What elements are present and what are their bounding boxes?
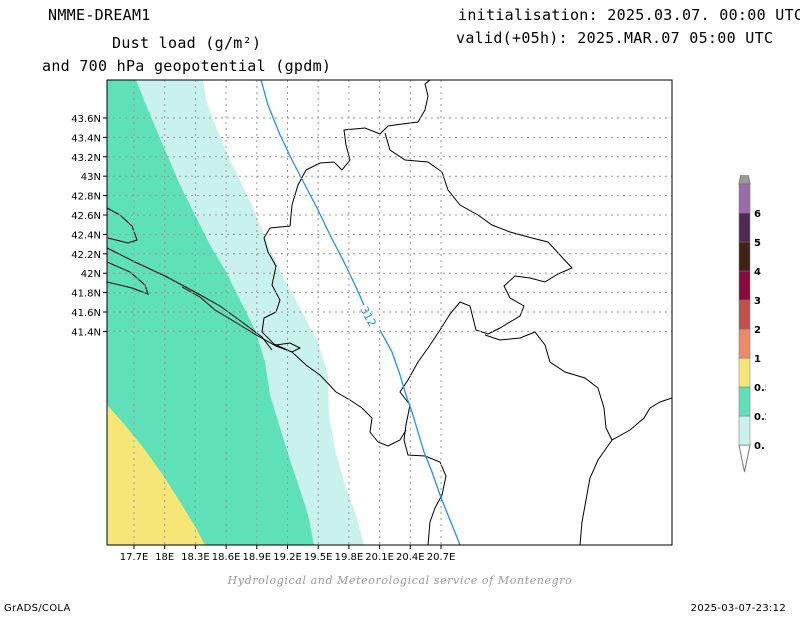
legend-label: 3 <box>754 296 761 307</box>
coastlines-borders <box>107 80 672 545</box>
grads-label: GrADS/COLA <box>4 603 71 614</box>
lat-label: 42.8N <box>71 192 101 203</box>
coastline <box>181 286 302 353</box>
generation-timestamp: 2025-03-07-23:12 <box>690 603 786 614</box>
dust-fields <box>107 80 364 545</box>
longitude-labels: 17.7E 18E 18.3E 18.6E 18.9E 19.2E 19.5E 19.8E 20… <box>120 545 456 563</box>
lon-label: 18.9E <box>243 552 272 563</box>
lon-label: 20.4E <box>396 552 425 563</box>
lat-label: 42N <box>81 269 101 280</box>
coastline <box>107 247 273 351</box>
lat-label: 42.4N <box>71 230 101 241</box>
legend-swatch <box>738 212 751 243</box>
lat-label: 43.2N <box>71 153 101 164</box>
border <box>384 132 573 406</box>
coastline <box>261 227 407 447</box>
border <box>269 80 431 229</box>
legend-triangle-bottom <box>738 444 751 473</box>
variable-title-line2: and 700 hPa geopotential (gpdm) <box>42 57 332 75</box>
lat-label: 41.4N <box>71 327 101 338</box>
lon-label: 20.1E <box>365 552 394 563</box>
legend-swatch <box>738 299 751 330</box>
legend-label: 6 <box>754 209 761 220</box>
lon-label: 17.7E <box>120 552 149 563</box>
graticule <box>107 80 672 545</box>
legend-label: 0.5 <box>754 383 766 394</box>
lat-label: 43.6N <box>71 114 101 125</box>
legend-label: 5 <box>754 238 761 249</box>
legend-swatch <box>738 357 751 388</box>
lon-label: 18.6E <box>212 552 241 563</box>
legend-label: 0.2 <box>754 412 766 423</box>
lat-label: 41.6N <box>71 308 101 319</box>
variable-title-line1: Dust load (g/m²) <box>112 34 262 52</box>
lat-label: 41.8N <box>71 289 101 300</box>
legend-swatch <box>738 328 751 359</box>
model-name: NMME-DREAM1 <box>48 6 151 24</box>
lon-label: 18.3E <box>181 552 210 563</box>
colorbar-boxes: 0.1 0.2 0.5 1 2 3 4 5 6 <box>738 175 766 473</box>
valid-time: valid(+05h): 2025.MAR.07 05:00 UTC <box>456 29 774 47</box>
credit-text: Hydrological and Meteorological service … <box>227 574 573 587</box>
legend-label: 0.1 <box>754 441 766 452</box>
border <box>403 404 447 545</box>
legend-swatch <box>738 241 751 272</box>
lon-label: 18E <box>155 552 174 563</box>
contour-label: 312 <box>357 304 378 329</box>
dust-band-0.5 <box>107 405 205 545</box>
border <box>484 331 672 441</box>
legend-swatch <box>738 415 751 446</box>
border <box>579 439 613 545</box>
coastline <box>107 207 138 244</box>
legend-swatch <box>738 270 751 301</box>
legend-label: 4 <box>754 267 761 278</box>
colorbar-legend: 0.1 0.2 0.5 1 2 3 4 5 6 <box>738 175 766 473</box>
legend-label: 1 <box>754 354 761 365</box>
lat-label: 43.4N <box>71 133 101 144</box>
initialisation-time: initialisation: 2025.03.07. 00:00 UTC <box>458 6 800 24</box>
legend-swatch <box>738 183 751 214</box>
lon-label: 19.5E <box>304 552 333 563</box>
lon-label: 19.8E <box>335 552 364 563</box>
lon-label: 19.2E <box>273 552 302 563</box>
coastline <box>107 261 149 295</box>
legend-triangle-top <box>738 175 751 185</box>
lat-label: 42.6N <box>71 211 101 222</box>
latitude-labels: 43.6N 43.4N 43.2N 43N 42.8N 42.6N 42.4N 42.2N 42… <box>71 114 107 338</box>
lat-label: 42.2N <box>71 250 101 261</box>
legend-label: 2 <box>754 325 761 336</box>
lat-label: 43N <box>81 172 101 183</box>
lon-label: 20.7E <box>427 552 456 563</box>
legend-swatch <box>738 386 751 417</box>
